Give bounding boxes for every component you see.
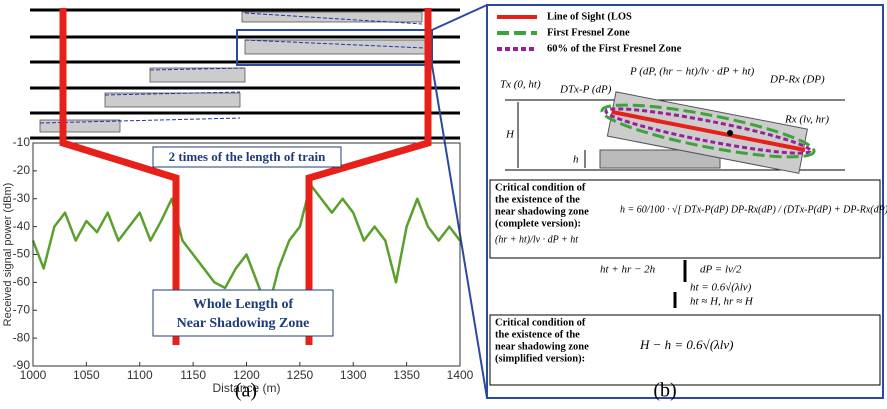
condition-text: Critical condition of: [495, 182, 586, 193]
x-tick-label: 1250: [287, 368, 314, 382]
x-tick-label: 1100: [127, 368, 153, 382]
step: ht ≈ H, hr ≈ H: [690, 296, 754, 308]
label: h: [573, 154, 579, 166]
legend-label: 60% of the First Fresnel Zone: [547, 43, 682, 54]
x-tick-label: 1400: [447, 368, 474, 382]
label: Tx (0, ht): [500, 79, 541, 91]
y-tick-label: -50: [13, 247, 31, 261]
condition-text: near shadowing zone: [495, 206, 589, 217]
condition-text: Critical condition of: [495, 317, 586, 328]
condition-text: the existence of the: [495, 194, 580, 205]
caption: (b): [653, 380, 676, 402]
label: H: [505, 129, 515, 141]
y-tick-label: -10: [13, 135, 31, 149]
annotation: Whole Length of: [193, 297, 294, 312]
step: dP = lv/2: [700, 264, 742, 276]
x-tick-label: 1350: [393, 368, 420, 382]
y-tick-label: -20: [13, 163, 31, 177]
x-tick-label: 1050: [73, 368, 100, 382]
y-tick-label: -70: [13, 302, 31, 316]
x-tick-label: 1150: [180, 368, 206, 382]
y-axis-label: Received signal power (dBm): [2, 183, 14, 327]
condition-text: near shadowing zone: [495, 341, 589, 352]
label: DP-Rx (DP): [769, 74, 825, 86]
label: P (dP, (hr − ht)/lv · dP + ht): [629, 66, 755, 78]
step: ht + hr − 2h: [600, 264, 656, 276]
annotation: 2 times of the length of train: [169, 149, 326, 164]
y-tick-label: -30: [13, 191, 31, 205]
y-tick-label: -80: [13, 330, 31, 344]
y-tick-label: -40: [13, 219, 31, 233]
label: Rx (lv, hr): [784, 114, 829, 126]
label: DTx-P (dP): [559, 84, 612, 96]
legend-label: First Fresnel Zone: [547, 27, 630, 38]
annotation: Near Shadowing Zone: [177, 316, 310, 331]
x-tick-label: 1300: [340, 368, 367, 382]
figure: -90-80-70-60-50-40-30-20-101000105011001…: [0, 0, 887, 409]
point-p: [727, 130, 733, 136]
formula: H − h = 0.6√(λlv): [639, 337, 734, 352]
y-tick-label: -60: [13, 275, 31, 289]
x-tick-label: 1000: [20, 368, 47, 382]
condition-text: the existence of the: [495, 329, 580, 340]
condition-text: (complete version):: [495, 218, 581, 229]
condition-text: (simplified version):: [495, 353, 585, 364]
step: ht = 0.6√(λlv): [690, 282, 752, 294]
formula: h = 60/100 · √[ DTx-P(dP) DP-Rx(dP) / (D…: [620, 204, 887, 215]
legend-label: Line of Sight (LOS: [547, 11, 632, 22]
caption: (a): [235, 380, 257, 402]
formula: (hr + ht)/lv · dP + ht: [495, 234, 578, 245]
